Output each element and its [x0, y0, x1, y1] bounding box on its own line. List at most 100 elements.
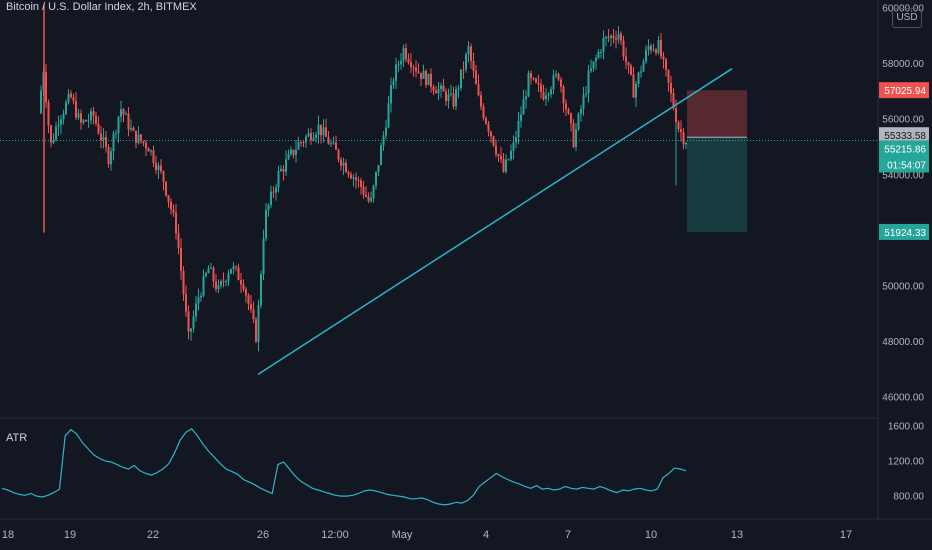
candle-body	[490, 131, 492, 137]
trendline[interactable]	[257, 68, 733, 375]
candle-body	[307, 133, 310, 137]
candle-body	[512, 142, 515, 151]
candle-body	[602, 38, 605, 52]
candle-body	[312, 138, 315, 141]
candle-body	[667, 69, 670, 83]
candle-body	[92, 111, 95, 116]
candle-body	[60, 119, 62, 125]
candle-body	[465, 54, 467, 70]
candle-body	[675, 108, 677, 123]
price-tag-label: 55333.58	[884, 131, 926, 142]
candle-body	[120, 109, 122, 117]
candle-body	[182, 271, 185, 295]
candle-body	[452, 93, 455, 107]
candle-body	[300, 142, 302, 144]
candle-body	[82, 120, 85, 123]
candle-body	[265, 209, 267, 239]
candle-body	[632, 74, 635, 98]
candle-body	[67, 93, 70, 103]
candle-body	[567, 109, 570, 114]
currency-button[interactable]: USD	[892, 8, 922, 28]
candle-body	[387, 103, 390, 128]
candle-body	[290, 149, 292, 154]
candle-body	[605, 36, 607, 39]
candle-body	[525, 96, 527, 100]
candle-body	[630, 65, 632, 75]
candle-body	[150, 150, 152, 152]
candle-body	[325, 127, 327, 137]
candle-body	[585, 93, 587, 95]
candle-body	[280, 168, 282, 171]
candle-body	[255, 319, 257, 342]
candle-body	[175, 212, 177, 234]
atr-indicator-label[interactable]: ATR	[6, 432, 28, 444]
candle-body	[520, 114, 522, 121]
candle-body	[395, 64, 397, 81]
candle-body	[595, 57, 597, 62]
candle-body	[562, 86, 565, 104]
candle-body	[190, 328, 192, 332]
candle-body	[302, 142, 305, 144]
price-tag-label: 51924.33	[884, 228, 926, 239]
price-tag-label: 01:54:07	[887, 160, 926, 171]
candle-body	[645, 50, 647, 62]
time-axis[interactable]: 18 19 22 26 12:00 May 4 7 10 13 17	[2, 529, 852, 541]
candle-body	[207, 268, 210, 274]
candle-body	[437, 88, 440, 94]
candle-body	[432, 86, 435, 91]
candlestick-series[interactable]	[40, 4, 687, 352]
price-tag-stop: 57025.94	[879, 82, 929, 99]
candle-body	[305, 136, 307, 143]
price-pane[interactable]	[0, 4, 878, 375]
candle-body	[242, 284, 245, 290]
candle-body	[125, 113, 127, 115]
time-tick-label: 19	[64, 529, 76, 541]
candle-body	[115, 133, 117, 135]
candle-body	[262, 238, 265, 275]
candle-body	[447, 94, 450, 102]
atr-pane[interactable]	[1, 428, 687, 506]
candle-body	[155, 163, 157, 170]
price-tag-target: 51924.33	[879, 223, 929, 240]
candle-body	[345, 162, 347, 173]
candle-body	[680, 129, 682, 133]
candle-body	[340, 159, 342, 166]
candle-body	[397, 64, 400, 66]
candle-body	[205, 273, 207, 276]
candle-body	[237, 267, 240, 281]
candle-body	[250, 304, 252, 310]
time-tick-label: 17	[840, 529, 852, 541]
candle-body	[417, 71, 420, 73]
candle-body	[267, 204, 270, 210]
candle-body	[285, 159, 287, 172]
candle-body	[137, 134, 140, 144]
candle-body	[145, 142, 147, 149]
candle-body	[597, 51, 600, 58]
candle-body	[410, 62, 412, 68]
candle-body	[370, 198, 372, 201]
candle-body	[482, 106, 485, 119]
candle-body	[297, 142, 300, 150]
candle-body	[495, 145, 497, 155]
stop-loss-zone[interactable]	[687, 90, 747, 138]
candle-body	[260, 274, 262, 306]
candle-body	[485, 118, 487, 124]
candle-body	[292, 149, 295, 155]
symbol-title[interactable]: Bitcoin / U.S. Dollar Index, 2h, BITMEX	[6, 1, 197, 13]
candle-body	[420, 72, 422, 79]
short-position-tool[interactable]	[687, 90, 747, 232]
atr-axis[interactable]: 1600.00 1200.00 800.00	[888, 421, 925, 502]
candle-body	[172, 209, 175, 213]
candle-body	[342, 162, 345, 166]
candle-body	[555, 73, 557, 76]
candle-body	[220, 281, 222, 286]
candle-body	[167, 195, 170, 202]
candle-body	[77, 113, 80, 118]
take-profit-zone[interactable]	[687, 137, 747, 232]
candle-body	[257, 305, 260, 342]
candle-body	[600, 51, 602, 53]
candle-body	[642, 61, 645, 72]
candle-body	[200, 295, 202, 298]
candle-body	[575, 129, 577, 147]
